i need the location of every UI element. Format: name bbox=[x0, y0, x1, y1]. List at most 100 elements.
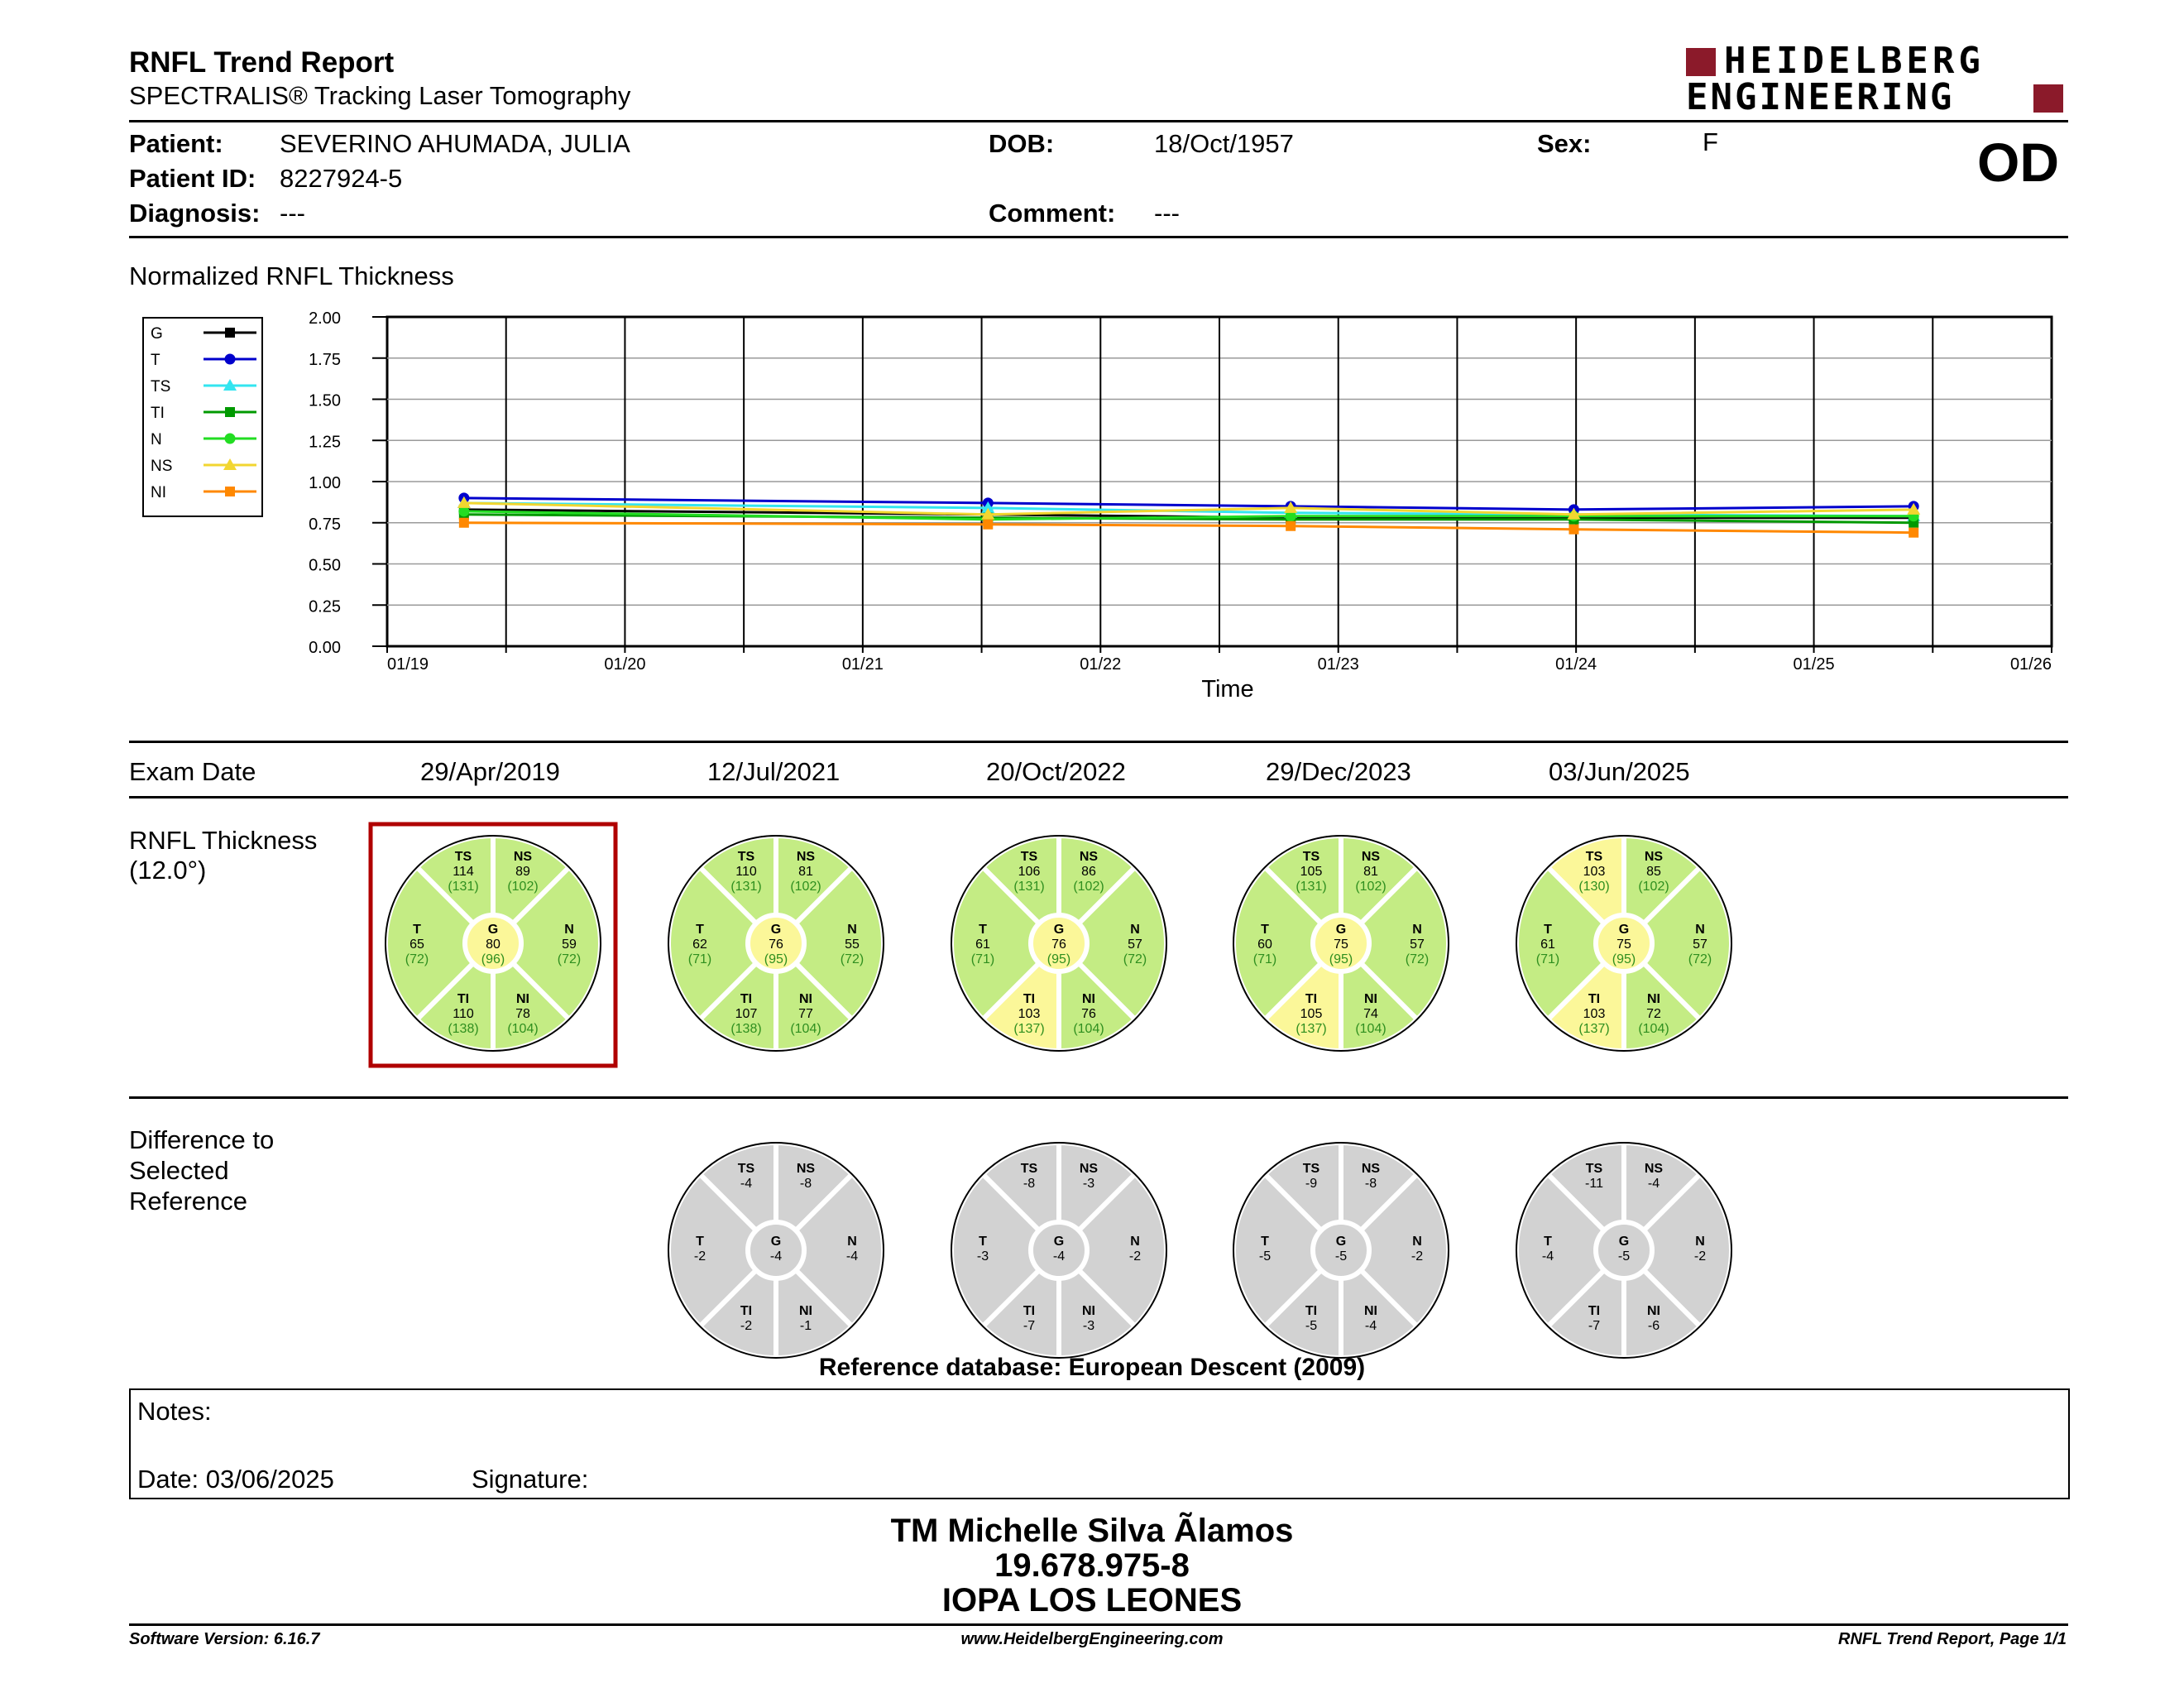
sector-g bbox=[745, 1220, 807, 1281]
difference-value-ti: -7 bbox=[1023, 1319, 1035, 1333]
sector-label-ns: NS bbox=[1080, 1162, 1099, 1176]
point-n bbox=[1285, 511, 1296, 522]
sector-label-ni: NI bbox=[799, 1304, 812, 1318]
sector-label-ts: TS bbox=[1021, 850, 1038, 864]
difference-value-g: -5 bbox=[1335, 1249, 1347, 1264]
sex-value: F bbox=[1703, 127, 1718, 156]
legend-marker-g bbox=[225, 328, 235, 338]
sector-normal-t: (71) bbox=[688, 952, 711, 966]
sector-label-ni: NI bbox=[1647, 992, 1660, 1006]
logo-text-bottom: ENGINEERING bbox=[1686, 76, 1955, 118]
sector-label-n: N bbox=[847, 923, 857, 937]
sector-value-ni: 78 bbox=[515, 1007, 530, 1021]
thickness-circle-2-border bbox=[668, 835, 884, 1052]
sector-label-ns: NS bbox=[1645, 850, 1664, 864]
sector-value-g: 76 bbox=[769, 938, 783, 952]
sector-value-ti: 110 bbox=[453, 1007, 474, 1021]
point-ns bbox=[457, 496, 471, 508]
sector-value-ni: 72 bbox=[1646, 1007, 1661, 1021]
y-tick-label: 1.50 bbox=[309, 392, 341, 410]
difference-circle-1: TS-4NS-8T-2G-4N-4TI-2NI-1 bbox=[666, 1139, 886, 1361]
difference-value-ts: -11 bbox=[1585, 1177, 1603, 1191]
legend-label-ts: TS bbox=[151, 378, 170, 396]
sector-normal-n: (72) bbox=[558, 952, 581, 966]
website-link[interactable]: www.HeidelbergEngineering.com bbox=[960, 1630, 1224, 1648]
sector-normal-ts: (131) bbox=[730, 880, 761, 894]
difference-value-ns: -8 bbox=[1365, 1177, 1377, 1191]
sector-normal-n: (72) bbox=[1123, 952, 1147, 966]
exam-date-label: Exam Date bbox=[129, 757, 256, 786]
report-subtitle: SPECTRALIS® Tracking Laser Tomography bbox=[129, 81, 631, 110]
sector-g bbox=[462, 913, 524, 974]
notes-label: Notes: bbox=[137, 1397, 212, 1426]
sector-label-n: N bbox=[1130, 923, 1140, 937]
y-tick-label: 2.00 bbox=[309, 309, 341, 328]
sector-normal-ts: (131) bbox=[448, 880, 478, 894]
sector-label-ts: TS bbox=[455, 850, 472, 864]
exam-date-1: 29/Apr/2019 bbox=[420, 757, 560, 786]
sector-value-t: 60 bbox=[1257, 938, 1272, 952]
point-ns bbox=[1567, 507, 1581, 520]
x-tick-label: 01/19 bbox=[387, 655, 429, 674]
sector-g bbox=[1310, 913, 1372, 974]
sector-value-ts: 103 bbox=[1583, 865, 1606, 879]
sector-normal-t: (71) bbox=[1253, 952, 1276, 966]
sector-label-ns: NS bbox=[1645, 1162, 1664, 1176]
sector-value-ts: 105 bbox=[1300, 865, 1323, 879]
difference-value-t: -2 bbox=[694, 1249, 706, 1264]
heidelberg-logo: HEIDELBERG ENGINEERING bbox=[1686, 43, 2067, 119]
point-ts bbox=[981, 501, 995, 513]
eye-indicator: OD bbox=[1977, 132, 2059, 193]
x-tick-label: 01/21 bbox=[842, 655, 884, 674]
sector-label-t: T bbox=[1261, 923, 1269, 937]
difference-value-n: -2 bbox=[1129, 1249, 1141, 1264]
difference-value-ts: -9 bbox=[1305, 1177, 1317, 1191]
trend-chart: GT TS TI N NS NI 0.00 0.25 0.50 0.75 1.00 1.25 1.50… bbox=[142, 309, 2053, 703]
legend-marker-t bbox=[224, 353, 236, 365]
report-title: RNFL Trend Report bbox=[129, 46, 395, 79]
sector-value-ts: 110 bbox=[735, 865, 757, 879]
sector-label-ti: TI bbox=[457, 992, 469, 1006]
sector-label-ns: NS bbox=[1080, 850, 1099, 864]
thickness-circles: TS114(131)NS89(102)T65(72)G80(96)N59(72)… bbox=[368, 822, 1734, 1068]
point-ni bbox=[1286, 520, 1296, 531]
difference-circles: TS-4NS-8T-2G-4N-4TI-2NI-1TS-8NS-3T-3G-4N… bbox=[666, 1139, 1734, 1361]
legend-label-t: T bbox=[151, 352, 160, 369]
difference-value-t: -3 bbox=[977, 1249, 989, 1264]
sector-label-ns: NS bbox=[1362, 850, 1381, 864]
sector-normal-g: (96) bbox=[481, 952, 505, 966]
difference-label-1: Difference to bbox=[129, 1125, 275, 1154]
dob-value: 18/Oct/1957 bbox=[1154, 129, 1294, 158]
difference-value-ni: -1 bbox=[800, 1319, 812, 1333]
sector-value-g: 80 bbox=[486, 938, 500, 952]
sector-value-ti: 105 bbox=[1300, 1007, 1323, 1021]
sector-label-ti: TI bbox=[740, 992, 752, 1006]
sector-label-ti: TI bbox=[1588, 992, 1600, 1006]
sector-label-g: G bbox=[771, 923, 781, 937]
legend-marker-n bbox=[224, 433, 236, 444]
sector-label-g: G bbox=[1619, 1235, 1629, 1249]
difference-value-t: -4 bbox=[1542, 1249, 1554, 1264]
sector-normal-ts: (130) bbox=[1578, 880, 1609, 894]
y-tick-label: 0.25 bbox=[309, 597, 341, 616]
sector-value-ni: 76 bbox=[1081, 1007, 1096, 1021]
chart-grid bbox=[372, 315, 2053, 653]
sector-normal-g: (95) bbox=[1612, 952, 1636, 966]
signer-name: TM Michelle Silva Ãlamos bbox=[890, 1513, 1294, 1549]
point-ns bbox=[1907, 502, 1921, 515]
sector-label-g: G bbox=[1336, 923, 1346, 937]
x-tick-label: 01/25 bbox=[1794, 655, 1835, 674]
difference-value-ns: -3 bbox=[1083, 1177, 1094, 1191]
point-ns bbox=[981, 507, 995, 520]
thickness-circle-5: TS103(130)NS85(102)T61(71)G75(95)N57(72)… bbox=[1514, 832, 1734, 1054]
point-n bbox=[458, 506, 470, 517]
x-tick-label: 01/23 bbox=[1318, 655, 1359, 674]
legend-marker-ts bbox=[223, 379, 237, 391]
thickness-circle-3-border bbox=[951, 835, 1167, 1052]
sector-normal-ts: (131) bbox=[1013, 880, 1044, 894]
sector-label-ni: NI bbox=[1364, 1304, 1377, 1318]
thickness-circle-1-border bbox=[385, 835, 601, 1052]
sector-normal-t: (71) bbox=[1536, 952, 1559, 966]
software-version: Software Version: 6.16.7 bbox=[129, 1630, 320, 1648]
